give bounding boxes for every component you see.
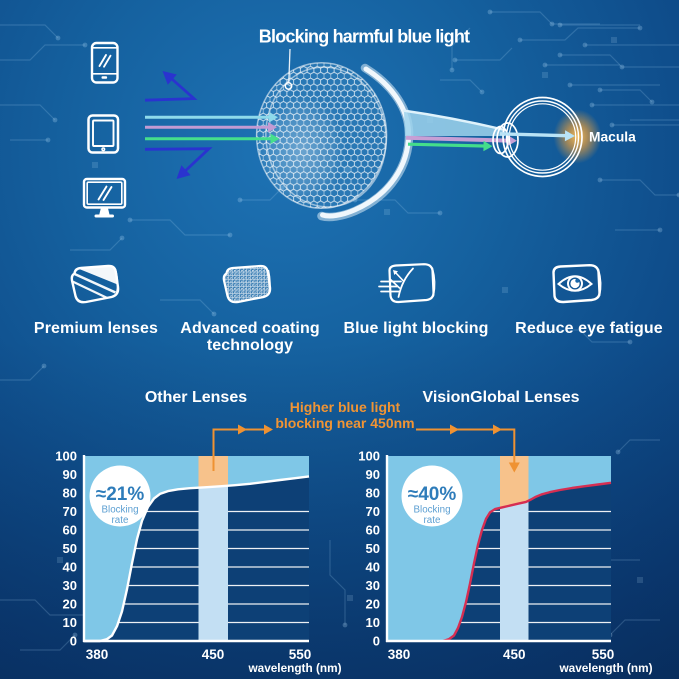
svg-text:40: 40 xyxy=(63,560,77,575)
svg-text:Advanced coating: Advanced coating xyxy=(180,320,319,337)
svg-text:550: 550 xyxy=(592,647,615,662)
svg-text:rate: rate xyxy=(112,515,129,526)
svg-text:0: 0 xyxy=(373,634,380,649)
svg-text:70: 70 xyxy=(366,504,380,519)
svg-text:20: 20 xyxy=(63,597,77,612)
svg-text:Blocking: Blocking xyxy=(101,505,138,516)
svg-text:0: 0 xyxy=(70,634,77,649)
svg-text:50: 50 xyxy=(63,541,77,556)
svg-text:20: 20 xyxy=(366,597,380,612)
svg-text:60: 60 xyxy=(63,523,77,538)
svg-text:380: 380 xyxy=(86,647,109,662)
svg-text:30: 30 xyxy=(63,578,77,593)
svg-text:40: 40 xyxy=(366,560,380,575)
svg-text:100: 100 xyxy=(55,449,77,464)
svg-text:wavelength (nm): wavelength (nm) xyxy=(558,661,652,675)
svg-text:blocking near 450nm: blocking near 450nm xyxy=(275,415,414,431)
svg-text:Macula: Macula xyxy=(589,130,636,145)
svg-text:Premium lenses: Premium lenses xyxy=(34,320,158,337)
svg-text:450: 450 xyxy=(202,647,225,662)
svg-text:Higher blue light: Higher blue light xyxy=(290,399,401,415)
svg-text:30: 30 xyxy=(366,578,380,593)
svg-text:Blocking harmful blue light: Blocking harmful blue light xyxy=(259,27,470,47)
svg-text:technology: technology xyxy=(207,337,293,354)
svg-text:550: 550 xyxy=(289,647,312,662)
svg-text:Other Lenses: Other Lenses xyxy=(145,389,247,406)
svg-text:450: 450 xyxy=(503,647,526,662)
svg-text:wavelength (nm): wavelength (nm) xyxy=(247,661,341,675)
svg-text:≈21%: ≈21% xyxy=(96,484,145,505)
svg-text:70: 70 xyxy=(63,504,77,519)
svg-text:80: 80 xyxy=(63,486,77,501)
svg-text:50: 50 xyxy=(366,541,380,556)
svg-text:90: 90 xyxy=(63,467,77,482)
svg-text:rate: rate xyxy=(424,515,441,526)
svg-text:60: 60 xyxy=(366,523,380,538)
svg-text:380: 380 xyxy=(388,647,411,662)
svg-text:80: 80 xyxy=(366,486,380,501)
svg-text:VisionGlobal Lenses: VisionGlobal Lenses xyxy=(422,389,579,406)
svg-text:Blue light blocking: Blue light blocking xyxy=(343,320,488,337)
svg-text:≈40%: ≈40% xyxy=(408,484,457,505)
svg-text:100: 100 xyxy=(358,449,380,464)
svg-text:90: 90 xyxy=(366,467,380,482)
svg-text:10: 10 xyxy=(366,615,380,630)
svg-text:Reduce eye fatigue: Reduce eye fatigue xyxy=(515,320,663,337)
svg-text:Blocking: Blocking xyxy=(413,505,450,516)
svg-text:10: 10 xyxy=(63,615,77,630)
